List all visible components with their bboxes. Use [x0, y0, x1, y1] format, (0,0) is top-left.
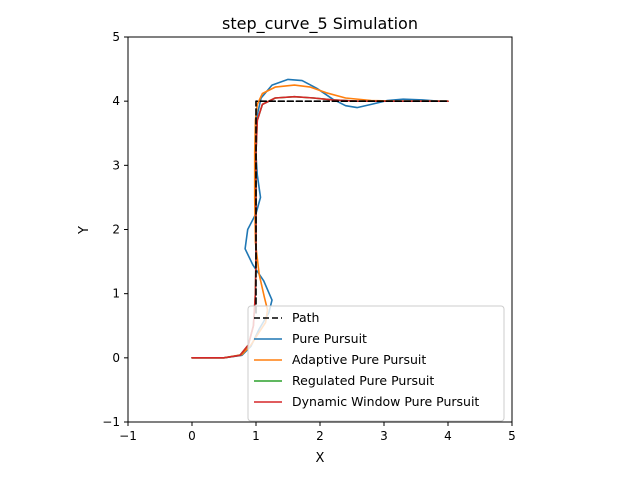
- x-tick-label: −1: [119, 429, 137, 443]
- legend-box: [247, 305, 505, 422]
- y-tick-label: 0: [112, 351, 120, 365]
- legend-label: Regulated Pure Pursuit: [292, 373, 434, 388]
- y-tick-label: 4: [112, 94, 120, 108]
- y-tick-label: 1: [112, 287, 120, 301]
- legend-label: Pure Pursuit: [292, 331, 367, 346]
- legend-label: Dynamic Window Pure Pursuit: [292, 394, 479, 409]
- y-axis-label: Y: [77, 226, 92, 235]
- legend-label: Path: [292, 310, 319, 325]
- x-tick-label: 4: [444, 429, 452, 443]
- chart-title: step_curve_5 Simulation: [222, 14, 418, 34]
- x-tick-label: 1: [252, 429, 260, 443]
- y-tick-label: −1: [102, 415, 120, 429]
- legend-label: Adaptive Pure Pursuit: [292, 352, 426, 367]
- y-tick-label: 2: [112, 223, 120, 237]
- x-axis-ticks: −1 0 1 2 3 4 5: [119, 422, 516, 443]
- x-tick-label: 5: [508, 429, 516, 443]
- x-tick-label: 3: [380, 429, 388, 443]
- legend: Path Pure Pursuit Adaptive Pure Pursuit Reg…: [247, 305, 505, 422]
- x-tick-label: 0: [188, 429, 196, 443]
- y-tick-label: 3: [112, 158, 120, 172]
- y-axis-ticks: −1 0 1 2 3 4 5: [102, 30, 128, 429]
- y-tick-label: 5: [112, 30, 120, 44]
- x-axis-label: X: [316, 451, 325, 466]
- x-tick-label: 2: [316, 429, 324, 443]
- series-line-path: [255, 100, 449, 314]
